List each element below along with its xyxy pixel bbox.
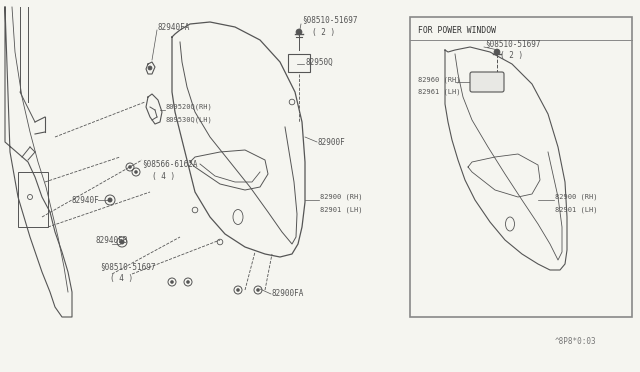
Text: 82900 (RH): 82900 (RH) bbox=[555, 194, 598, 200]
Text: §08566-6162A: §08566-6162A bbox=[142, 160, 198, 169]
Circle shape bbox=[120, 240, 125, 244]
Text: 82901 (LH): 82901 (LH) bbox=[555, 207, 598, 213]
Text: 82940FB: 82940FB bbox=[95, 235, 127, 244]
Text: 809520Q(RH): 809520Q(RH) bbox=[166, 104, 212, 110]
Text: §08510-51697: §08510-51697 bbox=[302, 16, 358, 25]
Bar bbox=[410, 17, 632, 317]
Circle shape bbox=[134, 170, 138, 174]
Text: §08510-51697: §08510-51697 bbox=[485, 39, 541, 48]
FancyBboxPatch shape bbox=[470, 72, 504, 92]
Text: 82940FA: 82940FA bbox=[158, 22, 190, 32]
Text: 82901 (LH): 82901 (LH) bbox=[320, 207, 362, 213]
Circle shape bbox=[148, 66, 152, 70]
Circle shape bbox=[170, 280, 174, 284]
Bar bbox=[18, 172, 48, 227]
Text: 82960 (RH): 82960 (RH) bbox=[418, 77, 461, 83]
Text: ( 4 ): ( 4 ) bbox=[110, 275, 133, 283]
Text: 82940F: 82940F bbox=[72, 196, 100, 205]
Text: 82961 (LH): 82961 (LH) bbox=[418, 89, 461, 95]
Text: 82900FA: 82900FA bbox=[272, 289, 305, 298]
Text: 82900F: 82900F bbox=[318, 138, 346, 147]
Circle shape bbox=[494, 49, 500, 55]
Text: ^8P8*0:03: ^8P8*0:03 bbox=[555, 337, 596, 346]
Text: ( 2 ): ( 2 ) bbox=[500, 51, 523, 60]
Text: FOR POWER WINDOW: FOR POWER WINDOW bbox=[418, 26, 496, 35]
Text: 82950Q: 82950Q bbox=[305, 58, 333, 67]
Circle shape bbox=[108, 198, 113, 202]
Text: 809530Q(LH): 809530Q(LH) bbox=[166, 117, 212, 123]
Circle shape bbox=[296, 29, 302, 35]
Circle shape bbox=[186, 280, 190, 284]
Circle shape bbox=[128, 165, 132, 169]
Circle shape bbox=[488, 80, 493, 84]
Bar bbox=[288, 54, 310, 72]
Text: 82900 (RH): 82900 (RH) bbox=[320, 194, 362, 200]
Circle shape bbox=[236, 288, 240, 292]
Text: ( 4 ): ( 4 ) bbox=[152, 171, 175, 180]
Circle shape bbox=[256, 288, 260, 292]
Text: §08510-51697: §08510-51697 bbox=[100, 263, 156, 272]
Text: ( 2 ): ( 2 ) bbox=[312, 28, 335, 36]
